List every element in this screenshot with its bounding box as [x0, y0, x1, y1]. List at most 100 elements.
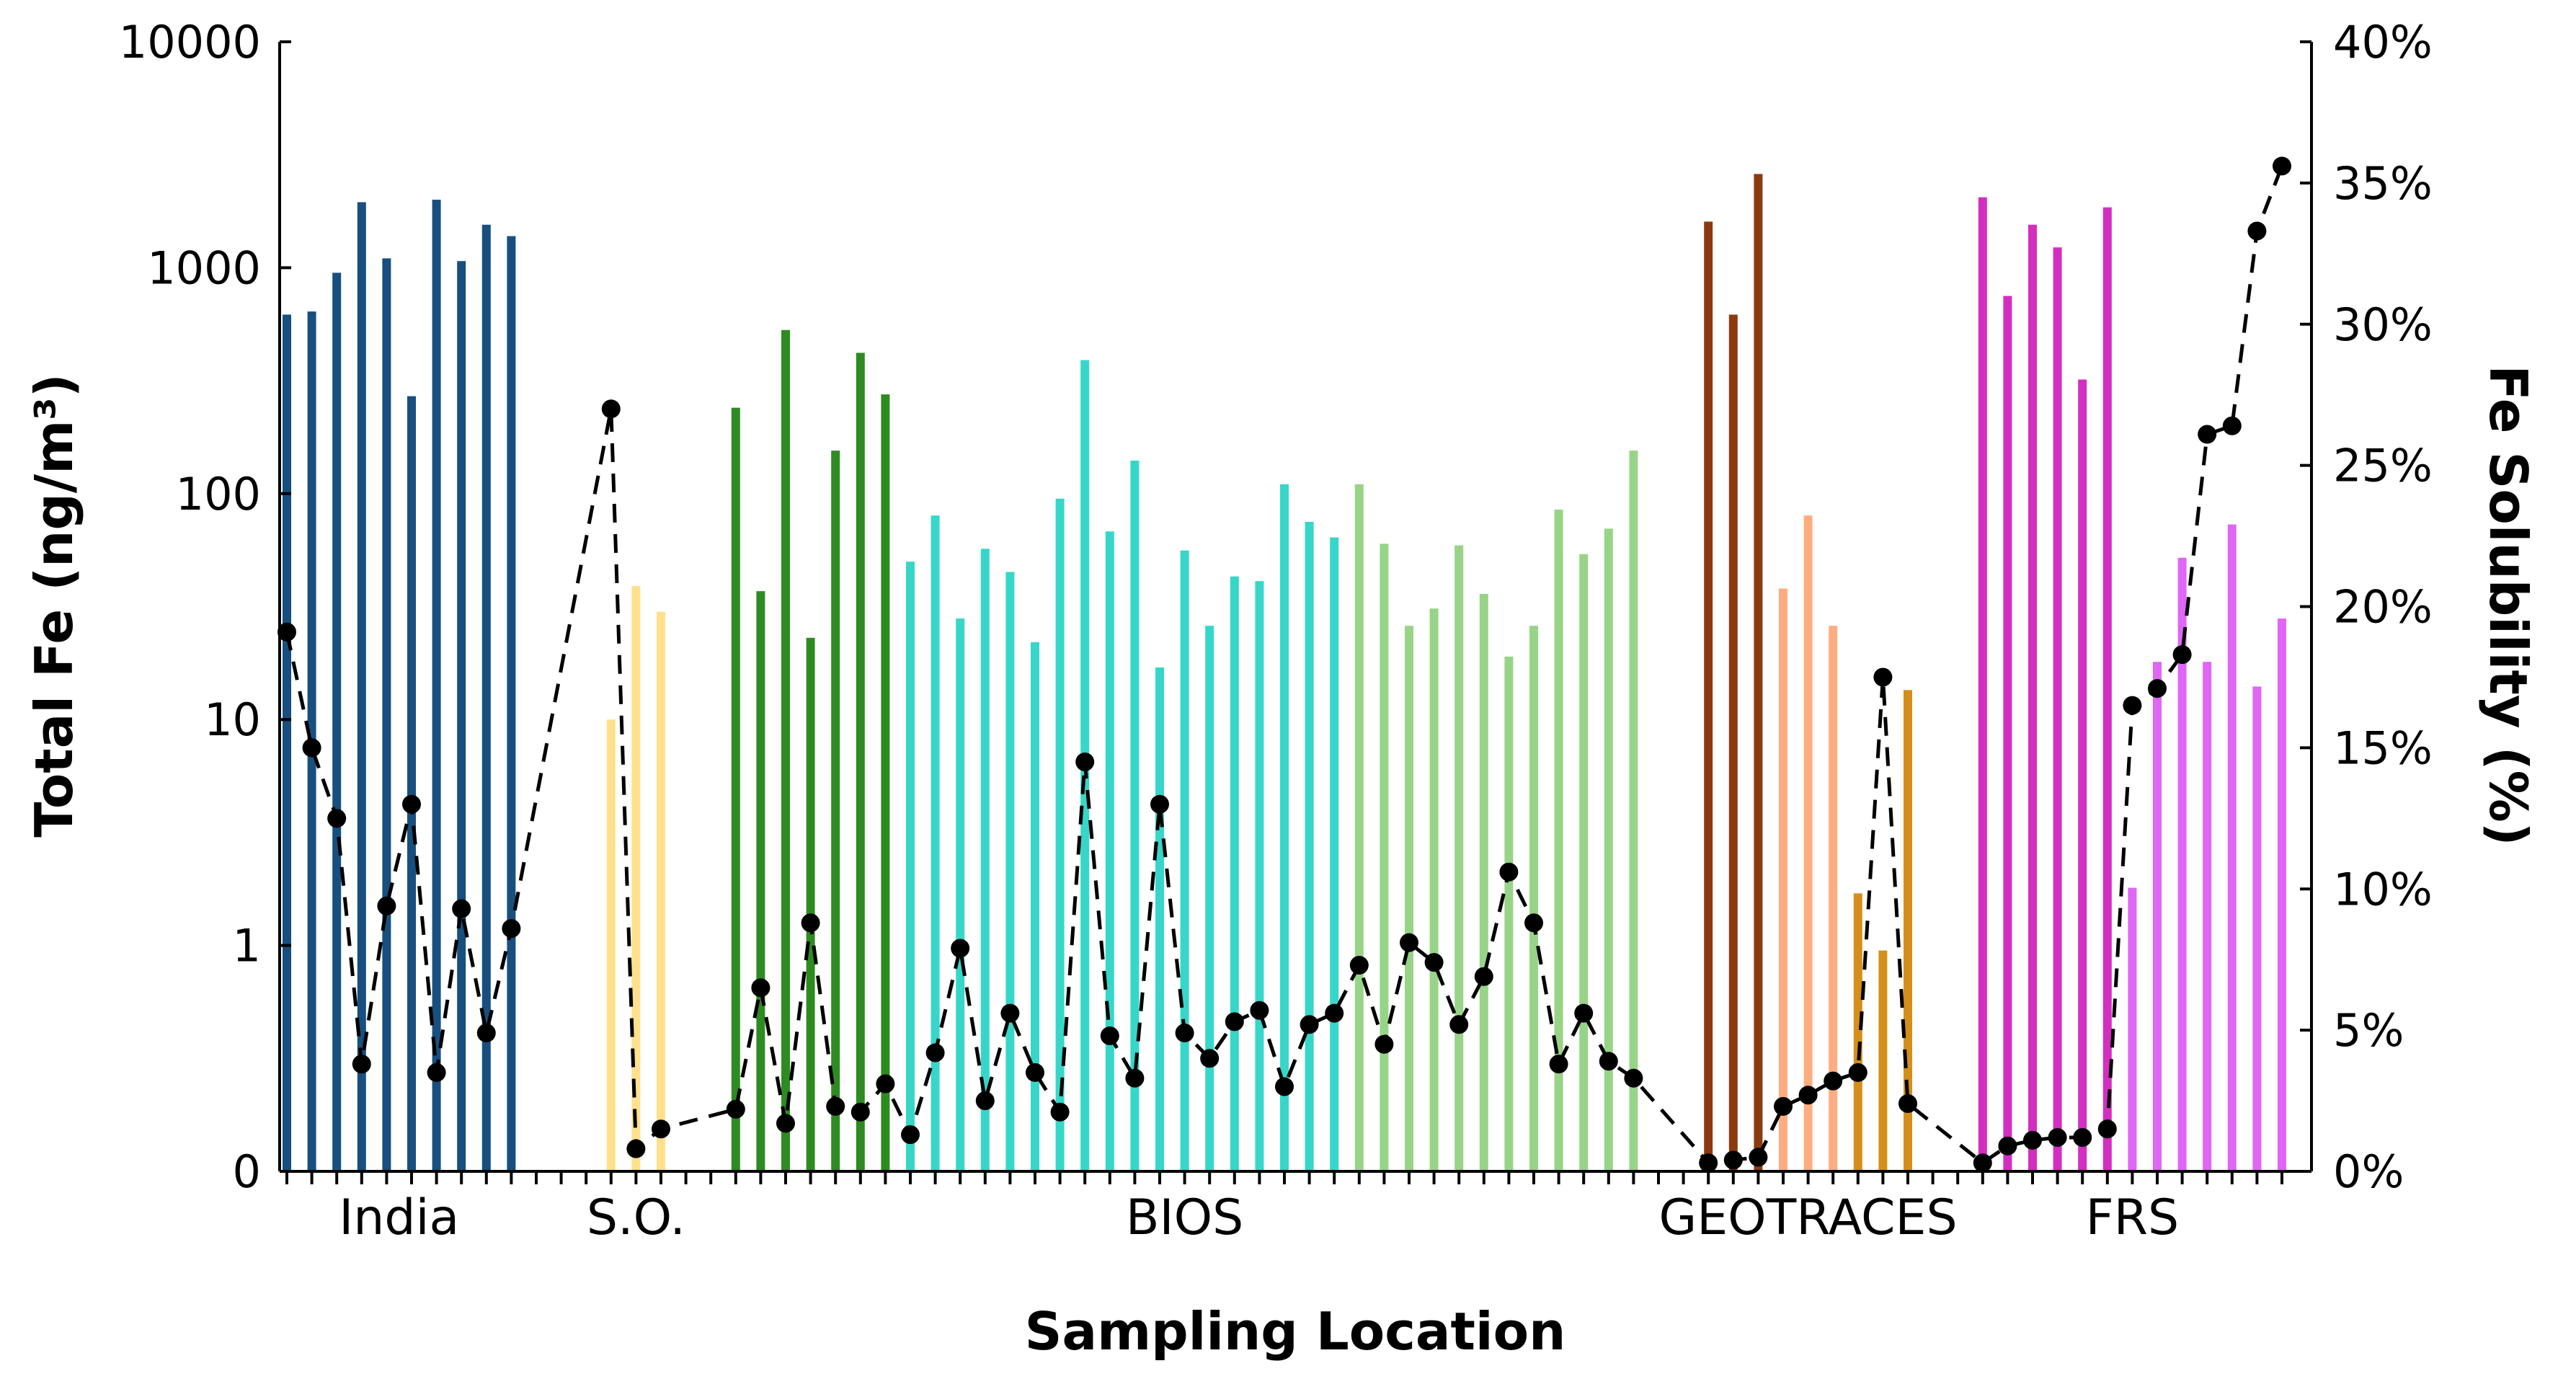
bar: [1205, 626, 1214, 1171]
solubility-point: [850, 1102, 870, 1122]
bar: [1704, 221, 1713, 1171]
bar: [731, 407, 740, 1171]
bar: [507, 236, 516, 1171]
bar: [1055, 498, 1065, 1171]
bar: [457, 261, 466, 1171]
solubility-point: [1749, 1148, 1768, 1167]
bar: [2078, 379, 2087, 1171]
bar: [1354, 484, 1364, 1171]
solubility-point: [1275, 1077, 1294, 1096]
solubility-point: [327, 809, 347, 828]
bar: [1754, 174, 1763, 1171]
bar: [2278, 618, 2286, 1171]
y2-tick-label: 10%: [2333, 863, 2433, 915]
bar: [1878, 950, 1888, 1171]
solubility-point: [1824, 1071, 1843, 1091]
bar: [382, 258, 391, 1172]
bar: [1255, 581, 1264, 1171]
solubility-point: [1798, 1086, 1818, 1105]
solubility-point: [1300, 1015, 1319, 1034]
solubility-point: [1100, 1026, 1119, 1045]
bar: [2003, 296, 2012, 1171]
location-label: GEOTRACES: [1659, 1189, 1958, 1246]
bar: [1180, 550, 1189, 1171]
solubility-point: [402, 794, 421, 814]
solubility-point: [2048, 1127, 2067, 1147]
bar: [1305, 521, 1314, 1171]
solubility-point: [626, 1139, 646, 1158]
solubility-point: [2148, 679, 2167, 698]
solubility-point: [652, 1119, 670, 1139]
bar: [1454, 545, 1464, 1171]
solubility-point: [1848, 1063, 1867, 1082]
bar: [881, 394, 890, 1171]
solubility-point: [1050, 1102, 1070, 1122]
location-labels: India S.O. BIOS GEOTRACES FRS: [339, 1189, 2179, 1246]
bar: [1604, 528, 1613, 1171]
bar: [332, 272, 342, 1172]
solubility-point: [352, 1055, 371, 1074]
bar: [1429, 608, 1439, 1171]
solubility-point: [951, 939, 970, 958]
y-tick-label: 1: [233, 920, 261, 972]
bar: [1579, 554, 1589, 1171]
solubility-point: [1150, 794, 1169, 814]
solubility-point: [1250, 1001, 1269, 1020]
solubility-point: [2073, 1127, 2092, 1147]
bar: [1853, 893, 1862, 1171]
solubility-point: [277, 622, 296, 642]
solubility-point: [1374, 1034, 1394, 1054]
bar: [2203, 662, 2212, 1171]
solubility-point: [2123, 696, 2142, 715]
solubility-point: [1574, 1003, 1594, 1023]
bar: [2028, 224, 2037, 1172]
bar: [1803, 515, 1813, 1171]
bar: [1978, 197, 1987, 1172]
y2-tick-label: 5%: [2333, 1004, 2404, 1057]
y2-tick-label: 0%: [2333, 1145, 2404, 1198]
solubility-point: [1075, 752, 1095, 771]
solubility-point: [1998, 1136, 2017, 1155]
solubility-point: [1449, 1015, 1469, 1034]
y2-tick-label: 25%: [2333, 440, 2433, 492]
y2-tick-label: 20%: [2333, 581, 2433, 634]
bar: [657, 611, 665, 1171]
bar: [2102, 207, 2112, 1172]
solubility-point: [1026, 1063, 1044, 1082]
bar: [631, 585, 641, 1171]
location-label: India: [339, 1189, 459, 1246]
solubility-point: [1175, 1024, 1194, 1043]
solubility-point: [826, 1096, 845, 1116]
solubility-point: [1349, 956, 1369, 975]
location-label: FRS: [2086, 1189, 2180, 1246]
x-axis-title: Sampling Location: [1025, 1301, 1566, 1362]
bar: [1005, 572, 1015, 1171]
solubility-point: [452, 899, 471, 918]
solubility-point: [1699, 1153, 1718, 1173]
solubility-point: [1000, 1003, 1020, 1023]
y2-tick-label: 40%: [2333, 16, 2433, 68]
bars-layer: [283, 174, 2286, 1172]
bar: [1330, 537, 1339, 1171]
solubility-point: [1723, 1150, 1743, 1170]
bar: [2128, 887, 2137, 1171]
solubility-point: [302, 738, 321, 758]
location-label: S.O.: [587, 1189, 685, 1246]
bar: [1130, 461, 1140, 1171]
solubility-point: [801, 913, 820, 933]
solubility-point: [427, 1063, 446, 1082]
solubility-point: [2023, 1130, 2042, 1150]
solubility-series: [277, 156, 2291, 1173]
bar: [1405, 626, 1413, 1171]
solubility-point: [925, 1043, 945, 1063]
bar: [357, 202, 366, 1171]
bar: [2053, 247, 2062, 1171]
bar: [1554, 509, 1563, 1171]
solubility-point: [876, 1074, 895, 1094]
bar: [956, 618, 965, 1171]
bar: [1529, 626, 1538, 1171]
solubility-point: [377, 896, 396, 915]
bar: [481, 224, 491, 1172]
